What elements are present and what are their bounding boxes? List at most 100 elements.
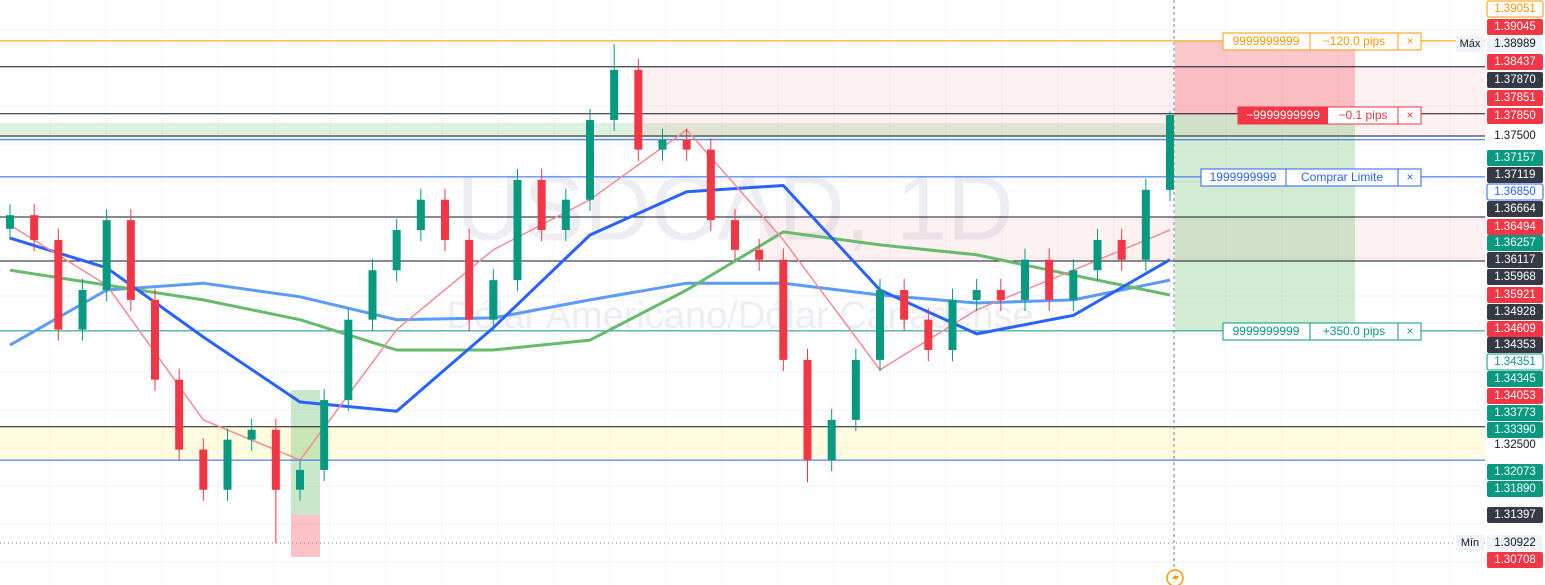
price-tag-bg <box>1487 337 1543 353</box>
max-label-bg <box>1456 36 1484 52</box>
candle-body <box>489 280 498 320</box>
candle-body <box>102 220 111 291</box>
order-box <box>1200 168 1422 187</box>
candle-body <box>876 290 884 360</box>
price-tag-bg <box>1487 108 1543 124</box>
candle-body <box>416 199 425 231</box>
price-tag: 1.32073 <box>1494 466 1536 478</box>
candle-body <box>1093 239 1102 271</box>
candle-body <box>513 179 522 281</box>
candle-body <box>900 290 909 320</box>
price-tag: 1.34353 <box>1494 339 1536 351</box>
price-tag-bg <box>1487 321 1543 337</box>
candle-body <box>924 319 933 351</box>
order-box <box>1222 32 1422 51</box>
order-qty: 9999999999 <box>1233 324 1300 338</box>
price-tag: 1.36494 <box>1494 221 1536 233</box>
min-label-bg <box>1456 535 1484 551</box>
price-tag: 1.36664 <box>1494 203 1536 215</box>
order-panel[interactable]: 9999999999 +350.0 pips × <box>1222 322 1422 341</box>
order-qty-bg <box>1238 107 1328 124</box>
price-tag: 1.37157 <box>1494 152 1536 164</box>
candle-body <box>30 215 39 240</box>
price-tag: 1.30708 <box>1494 554 1536 566</box>
order-panel[interactable]: 1999999999 Comprar Limite × <box>1200 168 1422 187</box>
price-tag: 1.33773 <box>1494 407 1536 419</box>
price-tag-bg <box>1487 304 1543 320</box>
candle-body <box>972 290 981 300</box>
price-tag-bg <box>1487 19 1543 35</box>
candle-body <box>731 220 739 250</box>
price-tag: 1.37500 <box>1494 130 1536 142</box>
order-info: −0.1 pips <box>1338 108 1387 122</box>
candle-body <box>199 449 208 490</box>
candle-body <box>561 199 570 231</box>
min-label: Mín <box>1461 537 1479 549</box>
candle-body <box>537 179 546 231</box>
price-tag: 1.32500 <box>1494 439 1536 451</box>
order-close[interactable]: × <box>1406 170 1413 184</box>
candle-body <box>271 429 280 490</box>
candle-body <box>1069 270 1078 300</box>
price-tag-bg <box>1487 201 1543 217</box>
order-box <box>1222 322 1422 341</box>
price-tag: 1.38989 <box>1494 38 1536 50</box>
price-tags: 1.39051 1.39045 1.38989 1.38437 1.37870 1.378… <box>1486 0 1544 568</box>
candle-body <box>126 220 135 300</box>
candles <box>6 43 1174 543</box>
price-tag: 1.36117 <box>1495 254 1536 266</box>
price-tag: 1.30922 <box>1494 537 1536 549</box>
price-tag: 1.33390 <box>1494 424 1536 436</box>
candle-body <box>996 290 1005 300</box>
price-tag: 1.38437 <box>1494 56 1536 68</box>
price-tag: 1.35921 <box>1494 289 1536 301</box>
zones <box>0 41 1485 557</box>
price-tag-bg <box>1487 507 1543 523</box>
order-panel[interactable]: 9999999999 −120.0 pips × <box>1222 32 1422 51</box>
price-tag-bg <box>1486 353 1544 371</box>
price-tag-bg <box>1487 150 1543 166</box>
candle-body <box>344 319 353 401</box>
position-loss <box>1175 41 1355 115</box>
candle-body <box>320 400 329 470</box>
candle-body <box>706 149 715 221</box>
price-tag-bg <box>1487 219 1543 235</box>
order-info: +350.0 pips <box>1323 324 1385 338</box>
price-tag-bg <box>1487 371 1543 387</box>
moving-average <box>9 184 1171 413</box>
price-tag-bg <box>1487 481 1543 497</box>
price-tag: 1.31890 <box>1494 483 1536 495</box>
candle-body <box>441 199 449 240</box>
price-tag: 1.31397 <box>1494 509 1536 521</box>
price-tag-bg <box>1487 422 1543 438</box>
price-tag-bg <box>1487 552 1543 568</box>
candle-body <box>682 139 691 150</box>
candle-body <box>803 359 812 461</box>
price-tag: 1.37119 <box>1495 169 1536 181</box>
max-label: Máx <box>1460 38 1481 50</box>
order-panel[interactable]: −9999999999 −0.1 pips × <box>1237 106 1422 125</box>
order-close[interactable]: × <box>1406 108 1413 122</box>
candle-body <box>610 69 619 120</box>
price-tag: 1.36257 <box>1494 237 1536 249</box>
candle-body <box>1021 259 1029 300</box>
price-tag: 1.34351 <box>1494 356 1536 368</box>
candle-body <box>658 139 667 150</box>
candle-body <box>392 230 401 271</box>
price-tag: 1.35968 <box>1494 271 1536 283</box>
candle-body <box>247 429 256 440</box>
candle-body <box>1166 115 1174 190</box>
zone <box>0 427 1485 460</box>
order-close[interactable]: × <box>1406 324 1413 338</box>
position-profit <box>1175 115 1355 331</box>
candle-body <box>465 239 474 320</box>
order-close[interactable]: × <box>1406 34 1413 48</box>
order-info: Comprar Limite <box>1301 170 1383 184</box>
price-tag-bg <box>1487 269 1543 285</box>
price-tag-bg <box>1487 90 1543 106</box>
candle-body <box>586 119 594 200</box>
price-tag: 1.39045 <box>1494 21 1536 33</box>
price-tag-bg <box>1487 167 1543 183</box>
order-qty: 1999999999 <box>1210 170 1277 184</box>
